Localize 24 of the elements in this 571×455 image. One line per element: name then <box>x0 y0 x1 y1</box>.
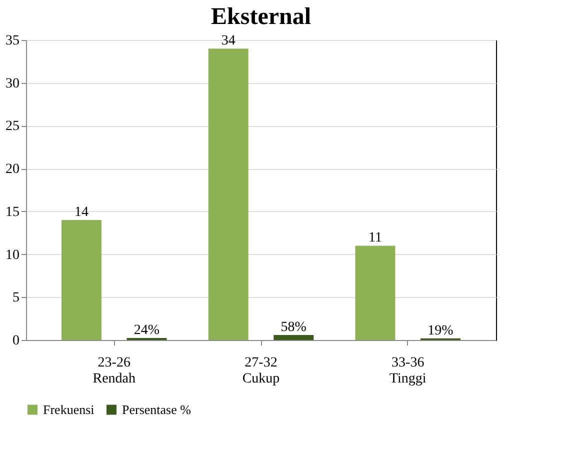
chart-title: Eksternal <box>210 4 312 30</box>
data-label: 14 <box>74 205 88 220</box>
data-label: 58% <box>280 320 307 336</box>
data-label: 24% <box>134 322 160 338</box>
legend-label: Frekuensi <box>43 402 95 417</box>
bar <box>355 246 396 340</box>
y-tick-label: 0 <box>12 334 20 348</box>
bar <box>61 220 102 340</box>
data-label: 34 <box>221 34 236 49</box>
bar <box>274 335 314 340</box>
bar <box>208 48 248 340</box>
x-tick-label: 23-26 Rendah <box>92 356 136 386</box>
y-tick-label: 5 <box>12 290 20 306</box>
y-tick-label: 25 <box>6 119 20 134</box>
y-tick-label: 35 <box>6 34 20 48</box>
y-tick-label: 10 <box>6 248 20 263</box>
data-label: 11 <box>368 230 382 246</box>
y-tick-label: 30 <box>6 76 20 92</box>
y-tick-label: 15 <box>6 204 20 220</box>
legend-label: Persentase % <box>122 402 192 417</box>
data-label: 19% <box>428 323 454 338</box>
x-tick-label: 33-36 Tinggi <box>389 356 426 386</box>
x-tick-label: 27-32 Cukup <box>242 356 280 386</box>
y-tick-label: 20 <box>6 162 20 178</box>
